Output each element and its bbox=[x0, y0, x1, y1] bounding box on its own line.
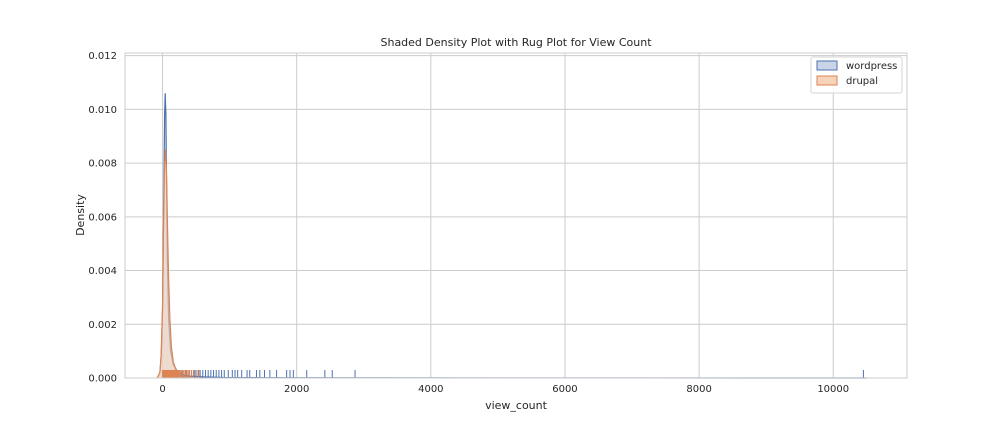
y-tick-label: 0.008 bbox=[88, 159, 117, 170]
x-tick-label: 0 bbox=[159, 384, 165, 395]
x-tick-label: 10000 bbox=[817, 384, 849, 395]
y-tick-label: 0.006 bbox=[88, 212, 117, 223]
y-tick-label: 0.012 bbox=[88, 51, 117, 62]
y-ticks: 0.000 0.002 0.004 0.006 0.008 0.010 0.012 bbox=[88, 51, 117, 384]
x-axis-label: view_count bbox=[485, 399, 548, 412]
x-tick-label: 2000 bbox=[284, 384, 309, 395]
x-tick-label: 8000 bbox=[686, 384, 711, 395]
legend-label-wordpress: wordpress bbox=[846, 61, 897, 72]
y-axis-label: Density bbox=[74, 194, 87, 236]
rug-layer bbox=[162, 370, 864, 378]
legend: wordpress drupal bbox=[810, 56, 903, 94]
x-ticks: 0 2000 4000 6000 8000 10000 bbox=[159, 384, 849, 395]
y-tick-label: 0.002 bbox=[88, 320, 117, 331]
x-tick-label: 6000 bbox=[552, 384, 577, 395]
legend-swatch-wordpress bbox=[816, 60, 838, 71]
y-tick-label: 0.000 bbox=[88, 374, 117, 385]
plot-frame bbox=[124, 52, 908, 379]
density-area-drupal bbox=[157, 149, 203, 378]
y-tick-label: 0.004 bbox=[88, 266, 117, 277]
legend-label-drupal: drupal bbox=[846, 76, 878, 87]
x-tick-label: 4000 bbox=[418, 384, 443, 395]
plot-background bbox=[125, 53, 907, 378]
legend-swatch-drupal bbox=[816, 75, 838, 86]
chart-title: Shaded Density Plot with Rug Plot for Vi… bbox=[380, 36, 652, 49]
y-tick-label: 0.010 bbox=[88, 105, 117, 116]
